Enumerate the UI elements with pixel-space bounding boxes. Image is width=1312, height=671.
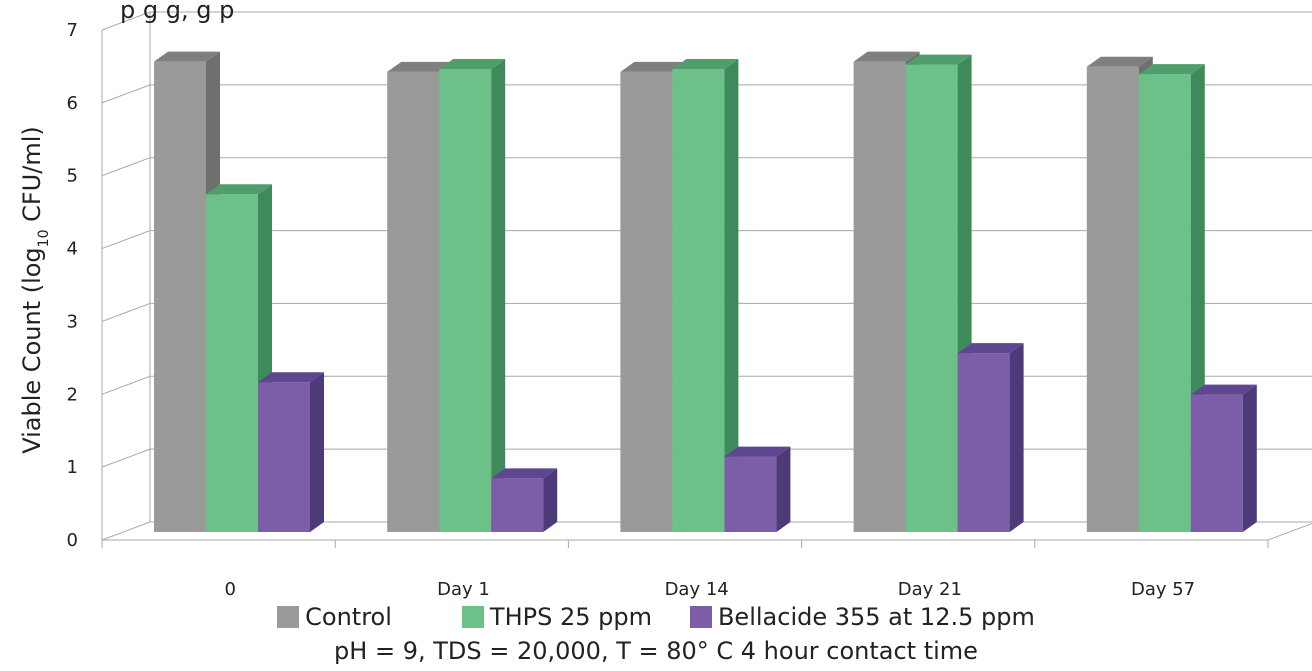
bar-front <box>439 68 492 532</box>
bar-front <box>387 71 440 532</box>
x-tick-label: Day 1 <box>437 579 490 600</box>
bar-top <box>258 372 324 383</box>
bar-top <box>206 184 272 195</box>
bar-top <box>491 468 558 479</box>
bar <box>672 58 739 532</box>
x-tick-label: 0 <box>225 579 236 600</box>
bar <box>1138 64 1205 533</box>
bar <box>491 468 558 532</box>
floor-right-edge <box>1267 522 1312 541</box>
bar-front <box>853 61 906 532</box>
bars <box>154 51 1257 533</box>
bar-top <box>154 51 220 62</box>
gridline-side <box>101 230 151 250</box>
gridline-side <box>101 302 151 322</box>
gridline-side <box>101 448 151 468</box>
legend-swatch <box>689 606 712 628</box>
legend-label: Bellacide 355 at 12.5 ppm <box>717 603 1035 631</box>
y-axis: 0 1 2 3 4 5 6 7 <box>67 20 78 551</box>
gridline-side <box>101 157 151 177</box>
y-tick-label: 1 <box>67 457 78 478</box>
bar <box>957 343 1024 532</box>
bar-front <box>206 194 258 533</box>
bar-top <box>1086 56 1153 67</box>
gridline-side <box>101 521 151 541</box>
legend-item: THPS 25 ppm <box>461 603 652 631</box>
legend-item: Bellacide 355 at 12.5 ppm <box>689 603 1035 631</box>
bar-side <box>724 58 739 532</box>
bar-top <box>439 58 506 69</box>
bar-side <box>1242 384 1257 532</box>
gridline-side <box>101 84 151 104</box>
bar <box>724 446 791 532</box>
x-tick-label: Day 21 <box>898 579 962 600</box>
bar-front <box>491 478 544 532</box>
bar <box>258 372 324 532</box>
bar-front <box>1190 394 1243 532</box>
bar-front <box>724 456 777 532</box>
bar-top <box>620 61 687 72</box>
top-text: p g g, g p <box>120 0 234 24</box>
y-tick-label: 4 <box>67 239 78 260</box>
bar-top <box>853 51 920 62</box>
bar-front <box>905 64 958 532</box>
x-tick-label: Day 14 <box>665 579 729 600</box>
y-tick-label: 0 <box>67 530 78 551</box>
legend-swatch <box>277 606 300 628</box>
bar-side <box>543 468 558 532</box>
bar-top <box>905 54 972 65</box>
y-tick-label: 3 <box>67 311 78 332</box>
y-tick-label: 2 <box>67 384 78 405</box>
x-axis: 0 Day 1 Day 14 Day 21 Day 57 <box>101 540 1269 600</box>
legend: Control THPS 25 ppm Bellacide 355 at 12.5 … <box>0 603 1312 631</box>
y-tick-label: 7 <box>67 20 78 41</box>
bar-front <box>1138 74 1191 533</box>
bar-top <box>724 446 791 457</box>
legend-label: Control <box>305 603 392 631</box>
bar-top <box>957 343 1024 354</box>
bar-side <box>1009 343 1024 532</box>
bar-top <box>387 61 454 72</box>
x-tick-label: Day 57 <box>1131 579 1195 600</box>
bar-side <box>310 372 324 532</box>
legend-swatch <box>461 606 484 628</box>
chart: 0 1 2 3 4 5 6 7 0 Day 1 Day 14 Day 21 Day 57 p g g,… <box>18 0 1312 600</box>
legend-item: Control <box>277 603 392 631</box>
bar-front <box>1086 66 1139 533</box>
bar-front <box>258 382 310 532</box>
bar-top <box>672 58 739 69</box>
gridline-side <box>101 11 151 31</box>
legend-label: THPS 25 ppm <box>489 603 652 631</box>
bar-front <box>957 353 1010 532</box>
bar-front <box>620 71 673 532</box>
bar-top <box>1138 64 1205 75</box>
bar-side <box>491 58 506 532</box>
y-axis-label: Viable Count (log10 CFU/ml) <box>18 126 52 454</box>
gridline-side <box>101 375 151 395</box>
y-tick-label: 6 <box>67 93 78 114</box>
bar <box>1190 384 1257 532</box>
bar <box>439 58 506 532</box>
bar-top <box>1190 384 1257 395</box>
bar-front <box>154 61 206 532</box>
y-tick-label: 5 <box>67 166 78 187</box>
bar <box>905 54 972 532</box>
bar-front <box>672 68 725 532</box>
chart-caption: pH = 9, TDS = 20,000, T = 80° C 4 hour c… <box>334 637 978 665</box>
bar-side <box>776 446 791 532</box>
